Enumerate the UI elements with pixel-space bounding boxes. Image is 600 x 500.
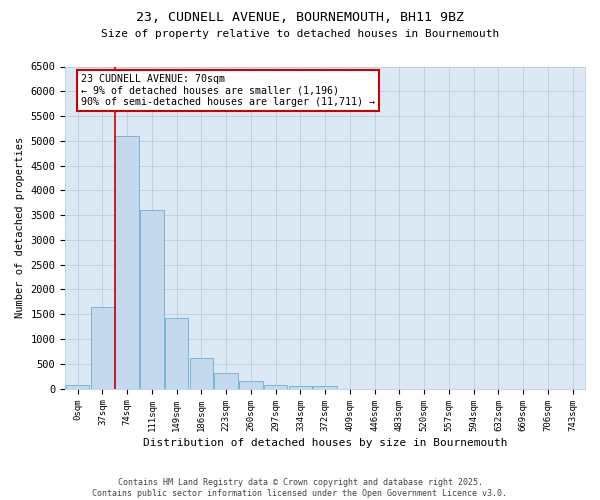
Bar [66, 385, 89, 388]
Bar [140, 210, 164, 388]
X-axis label: Distribution of detached houses by size in Bournemouth: Distribution of detached houses by size … [143, 438, 508, 448]
Bar [289, 386, 312, 388]
Y-axis label: Number of detached properties: Number of detached properties [15, 137, 25, 318]
Text: 23 CUDNELL AVENUE: 70sqm
← 9% of detached houses are smaller (1,196)
90% of semi: 23 CUDNELL AVENUE: 70sqm ← 9% of detache… [80, 74, 374, 107]
Bar [313, 386, 337, 388]
Bar [264, 384, 287, 388]
Text: Contains HM Land Registry data © Crown copyright and database right 2025.
Contai: Contains HM Land Registry data © Crown c… [92, 478, 508, 498]
Bar [214, 373, 238, 388]
Bar [239, 381, 263, 388]
Text: 23, CUDNELL AVENUE, BOURNEMOUTH, BH11 9BZ: 23, CUDNELL AVENUE, BOURNEMOUTH, BH11 9B… [136, 11, 464, 24]
Bar [165, 318, 188, 388]
Bar [190, 358, 213, 388]
Text: Size of property relative to detached houses in Bournemouth: Size of property relative to detached ho… [101, 29, 499, 39]
Bar [115, 136, 139, 388]
Bar [91, 307, 114, 388]
